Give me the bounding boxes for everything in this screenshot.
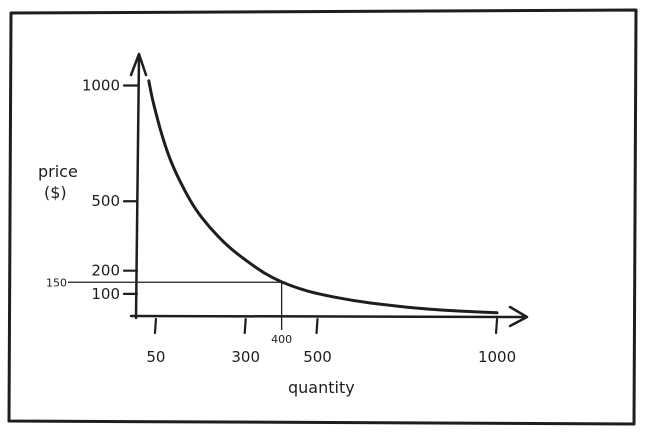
series-line-0 xyxy=(149,81,497,313)
guide-y-label: 150 xyxy=(46,276,67,289)
y-axis-title-line1: price xyxy=(38,162,78,181)
x-tick-mark-1000 xyxy=(496,319,497,333)
x-tick-label-300: 300 xyxy=(231,348,260,366)
y-axis-title-line2: ($) xyxy=(44,183,67,202)
curve-layer xyxy=(149,81,497,313)
x-tick-mark-50 xyxy=(155,319,156,333)
tick-layer: 50 300 500 1000 100 200 500 1000 xyxy=(82,76,516,366)
x-tick-mark-300 xyxy=(245,319,246,333)
y-tick-label-1000: 1000 xyxy=(82,76,120,94)
y-tick-label-100: 100 xyxy=(91,285,120,303)
y-axis xyxy=(136,56,139,318)
guide-x-label: 400 xyxy=(271,333,292,346)
x-tick-label-1000: 1000 xyxy=(478,348,516,366)
guide-layer: 150 400 xyxy=(46,276,292,346)
y-tick-label-200: 200 xyxy=(91,262,120,280)
y-tick-label-500: 500 xyxy=(91,192,120,210)
x-tick-mark-500 xyxy=(317,319,318,333)
x-axis-title: quantity xyxy=(288,378,355,397)
x-tick-label-50: 50 xyxy=(146,348,165,366)
x-axis xyxy=(131,316,525,317)
x-tick-label-500: 500 xyxy=(303,348,332,366)
